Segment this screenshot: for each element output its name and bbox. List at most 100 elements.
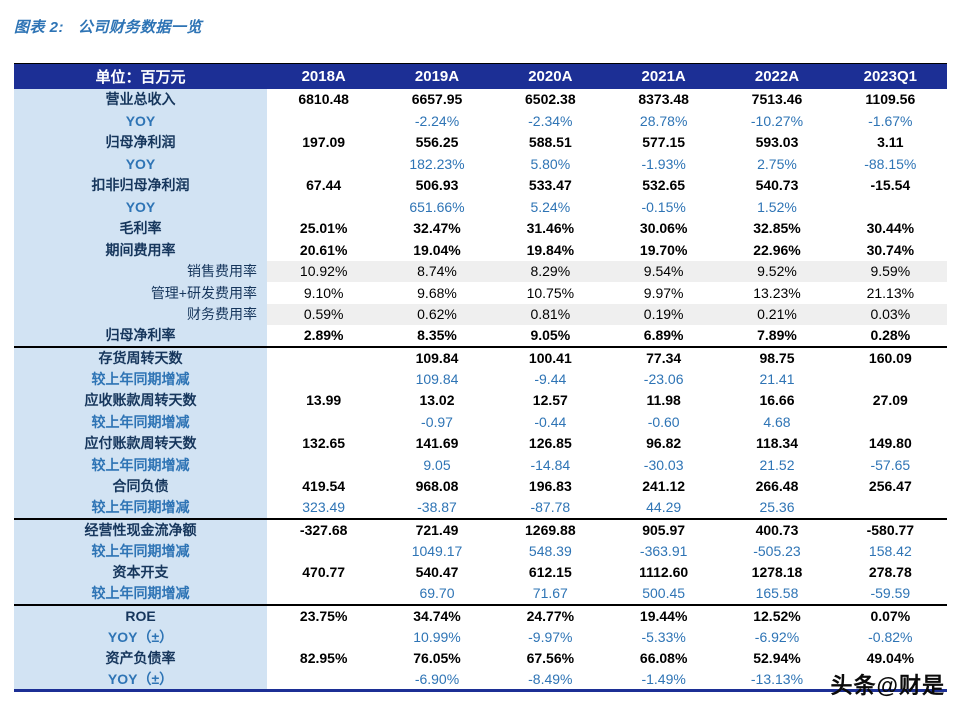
cell: -87.78: [530, 499, 571, 516]
cell: 8.29%: [493, 260, 607, 282]
table-row: 较上年同期增减 109.84 -9.44 -23.06 21.41: [14, 368, 947, 390]
cell: 158.42: [868, 542, 912, 559]
cell: 0.81%: [493, 303, 607, 325]
cell: [267, 669, 380, 691]
row-label: YOY: [14, 196, 267, 218]
cell: 7.89%: [757, 327, 797, 344]
figure-caption: 图表 2: 公司财务数据一览: [14, 16, 947, 37]
cell: 31.46%: [526, 220, 575, 237]
table-row: 资本开支 470.77 540.47 612.15 1112.60 1278.18 278.…: [14, 561, 947, 583]
cell: -14.84: [530, 456, 571, 473]
cell: 23.75%: [267, 603, 381, 626]
cell: 96.82: [646, 435, 682, 452]
cell: -0.82%: [868, 628, 913, 645]
row-label: 营业总收入: [14, 88, 267, 110]
row-label: 较上年同期增减: [14, 583, 267, 605]
row-label: ROE: [14, 603, 267, 626]
cell: 3.11: [877, 134, 904, 151]
cell: 19.44%: [606, 603, 721, 626]
table-row: 期间费用率 20.61% 19.04% 19.84% 19.70% 22.96% 30.74…: [14, 239, 947, 261]
cell: 109.84: [380, 345, 494, 368]
table-row: 存货周转天数 109.84 100.41 77.34 98.75 160.09: [14, 345, 947, 368]
cell: 10.99%: [413, 628, 461, 645]
cell: 533.47: [528, 177, 572, 194]
cell: 4.68: [763, 413, 791, 430]
cell: 323.49: [302, 499, 346, 516]
cell: 419.54: [302, 478, 346, 495]
cell: [267, 345, 381, 368]
table-row: 营业总收入 6810.48 6657.95 6502.38 8373.48 7513.46…: [14, 88, 947, 110]
cell: 21.41: [759, 370, 795, 387]
row-label: 销售费用率: [14, 260, 267, 282]
row-label: 较上年同期增减: [14, 411, 267, 433]
cell: 1109.56: [865, 91, 916, 108]
cell: 13.23%: [753, 284, 801, 301]
table-header: 单位：百万元 2018A 2019A 2020A 2021A 2022A 2023Q1: [14, 63, 947, 89]
table-row: 经营性现金流净额 -327.68 721.49 1269.88 905.97 400.73…: [14, 517, 947, 540]
cell: -6.90%: [414, 671, 460, 687]
row-label: YOY: [14, 110, 267, 132]
cell: [267, 153, 380, 175]
cell: 0.28%: [870, 327, 911, 344]
row-label: 扣非归母净利润: [14, 174, 267, 196]
cell: 548.39: [528, 542, 572, 559]
cell: 66.08%: [639, 650, 688, 667]
cell: 8.74%: [380, 260, 494, 282]
row-label: 存货周转天数: [14, 345, 267, 368]
cell: 20.61%: [299, 241, 348, 258]
cell: -5.33%: [641, 628, 686, 645]
cell: 612.15: [528, 564, 572, 581]
row-label: 经营性现金流净额: [14, 517, 267, 540]
cell: [834, 497, 947, 519]
cell: 12.57: [532, 392, 568, 409]
row-label: 归母净利润: [14, 131, 267, 153]
table-row: 资产负债率 82.95% 76.05% 67.56% 66.08% 52.94% 49.04…: [14, 647, 947, 669]
cell: 1112.60: [639, 564, 689, 581]
cell: 5.80%: [530, 155, 571, 172]
row-label: 较上年同期增减: [14, 368, 267, 390]
cell: -6.92%: [754, 628, 800, 645]
cell: 149.80: [868, 435, 912, 452]
cell: 19.70%: [639, 241, 688, 258]
cell: 160.09: [833, 345, 947, 368]
cell: 6810.48: [298, 91, 349, 108]
cell: 278.78: [868, 564, 912, 581]
cell: 82.95%: [299, 650, 348, 667]
cell: 165.58: [755, 585, 799, 602]
cell: [834, 368, 947, 390]
cell: 6657.95: [411, 91, 463, 108]
cell: 49.04%: [866, 650, 915, 667]
cell: [834, 196, 947, 218]
cell: 16.66: [759, 392, 795, 409]
header-row: 单位：百万元 2018A 2019A 2020A 2021A 2022A 2023Q1: [14, 63, 947, 89]
cell: 76.05%: [413, 650, 461, 667]
cell: -10.27%: [750, 112, 804, 129]
cell: [267, 368, 380, 390]
cell: [267, 583, 380, 605]
table-row: YOY 182.23% 5.80% -1.93% 2.75% -88.15%: [14, 153, 947, 175]
row-label: 较上年同期增减: [14, 540, 267, 562]
row-label: 较上年同期增减: [14, 497, 267, 519]
row-label: 财务费用率: [14, 303, 267, 325]
column-header-2018A: 2018A: [267, 63, 381, 89]
cell: 500.45: [642, 585, 686, 602]
cell: -88.15%: [864, 155, 917, 172]
cell: -30.03: [643, 456, 684, 473]
cell: 556.25: [415, 134, 459, 151]
table-row: YOY（±） -6.90% -8.49% -1.49% -13.13%: [14, 669, 947, 691]
table-row: 销售费用率 10.92% 8.74% 8.29% 9.54% 9.52% 9.59%: [14, 260, 947, 282]
cell: 2.75%: [757, 155, 797, 172]
row-label: YOY: [14, 153, 267, 175]
table-row: 较上年同期增减 9.05 -14.84 -30.03 21.52 -57.65: [14, 454, 947, 476]
cell: 6.89%: [643, 327, 684, 344]
cell: 30.06%: [639, 220, 688, 237]
cell: 905.97: [606, 517, 721, 540]
cell: 27.09: [872, 392, 908, 409]
cell: -57.65: [870, 456, 911, 473]
cell: -0.44: [534, 413, 567, 430]
cell: 9.52%: [720, 260, 834, 282]
cell: 44.29: [646, 499, 682, 516]
row-label: 应付账款周转天数: [14, 432, 267, 454]
cell: 0.21%: [720, 303, 834, 325]
